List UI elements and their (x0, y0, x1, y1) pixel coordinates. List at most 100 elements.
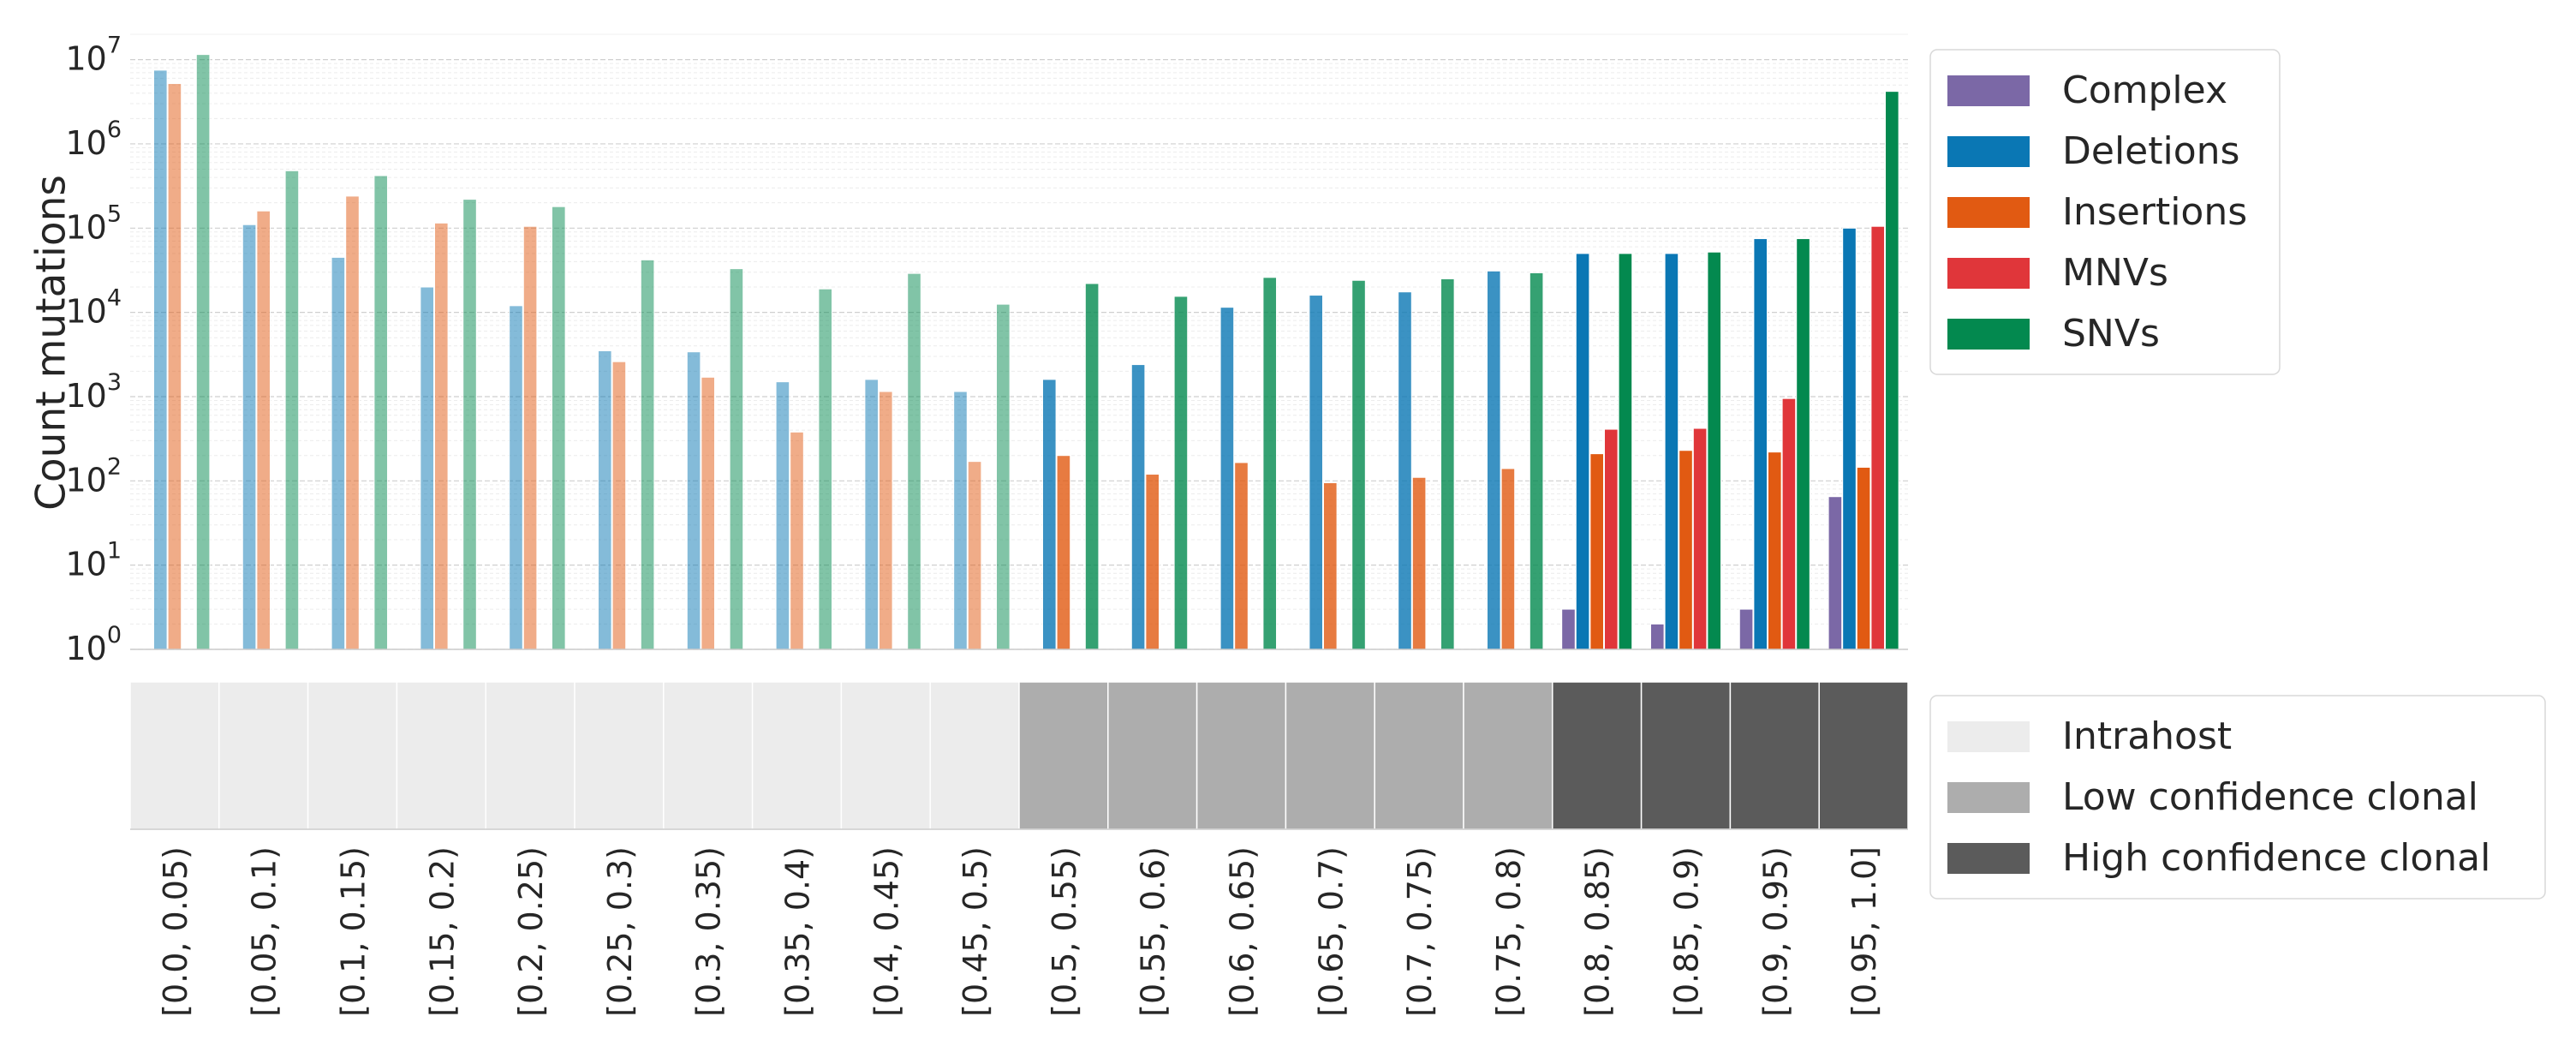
strip-cell-intrahost-4 (485, 681, 575, 830)
bar-insertions-3 (433, 222, 449, 650)
bar-insertions-19 (1856, 466, 1871, 650)
confidence-strip (129, 681, 1909, 830)
legend-label-snvs: SNVs (2062, 312, 2160, 356)
y-tick-label: 106 (65, 117, 122, 162)
x-tick-label: [0.75, 0.8) (1490, 846, 1528, 1017)
y-axis-label: Count mutations (28, 175, 75, 511)
bar-snvs-14 (1440, 278, 1455, 650)
bar-deletions-7 (775, 381, 790, 650)
bar-deletions-16 (1575, 253, 1590, 650)
bar-insertions-8 (878, 391, 893, 650)
bar-deletions-9 (953, 391, 968, 650)
x-tick-label: [0.3, 0.35) (690, 846, 728, 1017)
bar-complex-18 (1738, 608, 1754, 650)
y-tick-exponent: 0 (107, 622, 122, 649)
strip-cell-high-confidence-clonal-17 (1640, 681, 1732, 830)
bar-snvs-19 (1885, 91, 1899, 650)
bar-insertions-5 (611, 361, 627, 650)
bar-deletions-10 (1041, 379, 1057, 650)
bar-insertions-6 (701, 376, 716, 650)
bar-deletions-14 (1398, 291, 1412, 650)
strip-cell-low-confidence-clonal-10 (1018, 681, 1109, 830)
x-tick-label: [0.35, 0.4) (779, 846, 817, 1017)
strip-cell-intrahost-9 (929, 681, 1020, 830)
strip-cell-intrahost-3 (396, 681, 486, 830)
x-tick-label: [0.1, 0.15) (335, 846, 373, 1017)
bar-insertions-9 (967, 461, 982, 650)
y-tick-exponent: 4 (107, 285, 122, 312)
bar-deletions-15 (1486, 270, 1501, 650)
bar-snvs-7 (818, 288, 833, 650)
bar-snvs-15 (1529, 272, 1544, 650)
bar-insertions-18 (1767, 451, 1782, 650)
bar-snvs-18 (1796, 238, 1810, 650)
strip-cell-intrahost-1 (218, 681, 309, 830)
bar-deletions-12 (1219, 307, 1235, 650)
bar-insertions-16 (1589, 453, 1605, 650)
bar-deletions-11 (1130, 364, 1146, 650)
y-tick-exponent: 7 (107, 33, 122, 59)
x-tick-label: [0.85, 0.9) (1668, 846, 1706, 1017)
bar-snvs-17 (1707, 251, 1722, 650)
bar-deletions-2 (331, 256, 346, 650)
strip-cell-high-confidence-clonal-16 (1552, 681, 1643, 830)
bar-insertions-14 (1411, 476, 1427, 650)
x-tick-label: [0.05, 0.1) (246, 846, 283, 1017)
x-tick-label: [0.8, 0.85) (1579, 846, 1617, 1017)
bar-snvs-4 (552, 206, 566, 650)
x-tick-label: [0.95, 1.0] (1846, 846, 1883, 1017)
legend-frame (1929, 695, 2546, 900)
bar-complex-19 (1828, 496, 1843, 650)
strip-cell-intrahost-6 (663, 681, 754, 830)
strip-cell-low-confidence-clonal-13 (1285, 681, 1375, 830)
x-tick-label: [0.25, 0.3) (601, 846, 639, 1017)
bar-snvs-5 (640, 259, 655, 650)
bar-snvs-8 (907, 272, 921, 650)
bar-insertions-12 (1234, 462, 1249, 650)
bar-deletions-13 (1309, 295, 1323, 650)
strip-cell-high-confidence-clonal-18 (1729, 681, 1820, 830)
legend-label-mnvs: MNVs (2062, 251, 2168, 295)
bar-insertions-11 (1145, 474, 1160, 650)
strip-cell-low-confidence-clonal-12 (1196, 681, 1287, 830)
bar-deletions-1 (242, 224, 257, 650)
bar-deletions-18 (1753, 238, 1768, 650)
x-tick-label: [0.9, 0.95) (1756, 846, 1794, 1017)
bar-deletions-19 (1842, 227, 1857, 650)
legend-swatch-mnvs (1947, 258, 2030, 289)
strip-cell-intrahost-8 (840, 681, 931, 830)
y-tick-label: 103 (65, 369, 122, 415)
x-tick-label: [0.55, 0.6) (1135, 846, 1172, 1017)
legend-swatch-deletions (1947, 136, 2030, 167)
bar-complex-17 (1649, 623, 1665, 650)
y-tick-label: 107 (65, 33, 122, 78)
legend-label-deletions: Deletions (2062, 129, 2239, 173)
legend-swatch-insertions (1947, 197, 2030, 228)
bar-snvs-12 (1262, 277, 1278, 650)
bar-insertions-0 (167, 83, 182, 650)
x-tick-label: [0.4, 0.45) (868, 846, 905, 1017)
y-tick-exponent: 1 (107, 538, 122, 565)
bar-insertions-2 (345, 195, 360, 650)
bar-snvs-3 (462, 199, 477, 650)
bar-deletions-4 (509, 305, 523, 650)
x-tick-label: [0.0, 0.05) (157, 846, 194, 1017)
x-tick-label: [0.2, 0.25) (512, 846, 550, 1017)
bar-snvs-1 (284, 170, 300, 650)
bar-insertions-1 (256, 210, 271, 650)
bar-mnvs-19 (1870, 225, 1886, 650)
strip-cell-low-confidence-clonal-15 (1463, 681, 1553, 830)
strip-cell-low-confidence-clonal-11 (1107, 681, 1198, 830)
legend-swatch-snvs (1947, 319, 2030, 350)
bar-snvs-6 (729, 268, 744, 650)
bar-complex-16 (1561, 608, 1576, 650)
y-tick-label: 101 (65, 538, 122, 583)
bar-insertions-17 (1679, 450, 1693, 650)
bar-mnvs-16 (1604, 428, 1619, 650)
strip-cell-high-confidence-clonal-19 (1818, 681, 1909, 830)
x-tick-label: [0.15, 0.2) (423, 846, 461, 1017)
y-tick-label: 100 (65, 622, 122, 667)
legend-label-insertions: Insertions (2062, 190, 2247, 234)
